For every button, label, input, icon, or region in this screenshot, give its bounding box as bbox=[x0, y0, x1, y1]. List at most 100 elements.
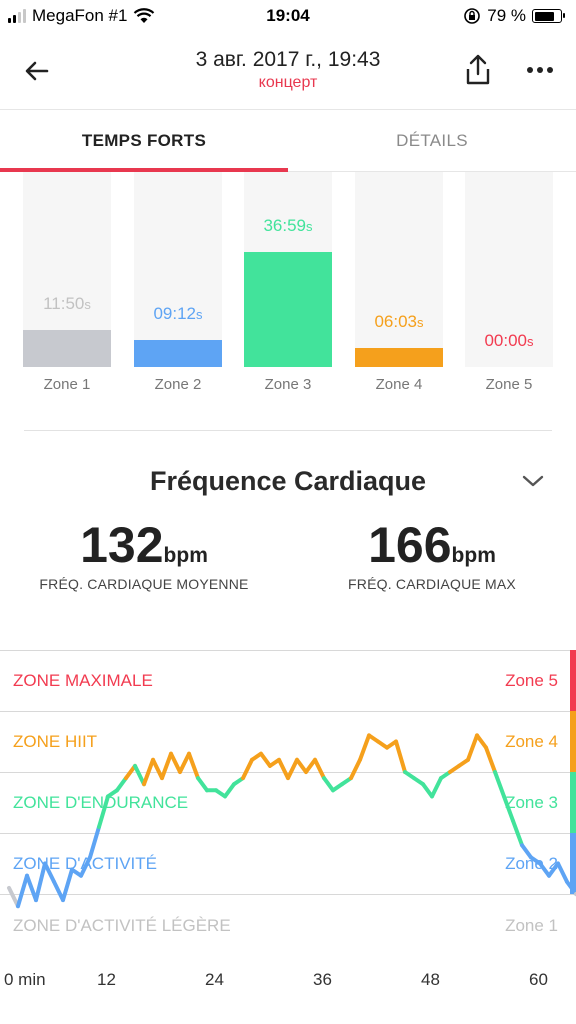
hr-segment-34 bbox=[313, 757, 326, 781]
zone-bar-2: 09:12s bbox=[134, 172, 222, 367]
max-heart-rate-label: FRÉQ. CARDIAQUE MAX bbox=[348, 576, 516, 592]
hr-segment-9 bbox=[88, 824, 101, 860]
hr-segment-46 bbox=[421, 782, 434, 799]
hr-segment-4 bbox=[43, 861, 56, 884]
hr-segment-18 bbox=[169, 751, 182, 774]
status-right: 79 % bbox=[463, 6, 565, 26]
hr-segment-57 bbox=[520, 843, 533, 860]
band-zone-3: Zone 3 bbox=[505, 793, 558, 812]
zone-bar-fill bbox=[23, 329, 111, 367]
status-bar: MegaFon #1 19:04 79 % bbox=[0, 0, 576, 34]
hr-segment-43 bbox=[394, 739, 407, 774]
zone-label-5: Zone 5 bbox=[485, 376, 533, 393]
band-label-zone-4: ZONE HIIT bbox=[13, 732, 98, 751]
hr-segment-6 bbox=[61, 867, 74, 903]
x-tick-48: 48 bbox=[421, 970, 440, 989]
band-zone-4: Zone 4 bbox=[505, 732, 558, 751]
status-time: 19:04 bbox=[266, 6, 310, 25]
hr-segment-52 bbox=[475, 733, 488, 750]
hr-segment-20 bbox=[187, 751, 200, 781]
hr-segment-59 bbox=[538, 861, 551, 878]
hr-segment-5 bbox=[52, 879, 65, 903]
hr-segment-14 bbox=[133, 763, 146, 787]
zone-time-value: 06:03s bbox=[374, 311, 424, 331]
zone-4-side-marker bbox=[570, 711, 576, 772]
zone-label-2: Zone 2 bbox=[154, 376, 202, 393]
tab-details[interactable]: DÉTAILS bbox=[396, 131, 468, 150]
hr-segment-8 bbox=[79, 855, 92, 878]
band-divider bbox=[0, 833, 576, 834]
hr-segment-51 bbox=[466, 733, 479, 762]
hr-segment-56 bbox=[511, 818, 524, 848]
zone-3-side-marker bbox=[570, 772, 576, 833]
hr-segment-35 bbox=[322, 776, 335, 793]
hr-segment-47 bbox=[430, 776, 443, 799]
zone-label-3: Zone 3 bbox=[264, 376, 312, 393]
back-arrow-icon[interactable] bbox=[20, 54, 54, 88]
zone-label-4: Zone 4 bbox=[375, 376, 423, 393]
hr-segment-39 bbox=[358, 733, 371, 762]
zone-bar-5: 00:00s bbox=[465, 172, 553, 367]
hr-segment-38 bbox=[349, 757, 362, 781]
hr-segment-17 bbox=[160, 751, 173, 781]
hr-segment-10 bbox=[97, 794, 110, 829]
zone-time-value: 09:12s bbox=[153, 303, 203, 323]
hr-segment-13 bbox=[124, 763, 137, 781]
max-heart-rate: 166bpm FRÉQ. CARDIAQUE MAX bbox=[288, 516, 576, 592]
activity-header: 3 авг. 2017 г., 19:43 концерт bbox=[0, 34, 576, 110]
band-divider bbox=[0, 650, 576, 651]
battery-percent: 79 % bbox=[487, 6, 526, 25]
avg-heart-rate-label: FRÉQ. CARDIAQUE MOYENNE bbox=[39, 576, 249, 592]
zone-5-side-marker bbox=[570, 650, 576, 711]
band-divider bbox=[0, 711, 576, 712]
x-tick-24: 24 bbox=[205, 970, 224, 989]
band-label-zone-5: ZONE MAXIMALE bbox=[13, 671, 153, 690]
zone-bar-4: 06:03s bbox=[355, 172, 443, 367]
hr-segment-3 bbox=[34, 861, 47, 903]
zone-bar-fill bbox=[355, 347, 443, 367]
band-divider bbox=[0, 772, 576, 773]
battery-icon bbox=[532, 9, 565, 23]
zone-2-side-marker bbox=[570, 833, 576, 894]
tab-temps-forts[interactable]: TEMPS FORTS bbox=[81, 131, 207, 150]
status-left: MegaFon #1 bbox=[8, 6, 155, 26]
tab-bar: TEMPS FORTS DÉTAILS bbox=[0, 110, 576, 172]
zone-time-value: 11:50s bbox=[43, 293, 91, 313]
avg-heart-rate: 132bpm FRÉQ. CARDIAQUE MOYENNE bbox=[0, 516, 288, 592]
heart-rate-curve bbox=[7, 733, 576, 909]
activity-date: 3 авг. 2017 г., 19:43 bbox=[195, 48, 381, 71]
activity-name: концерт bbox=[258, 74, 318, 91]
zone-time-value: 00:00s bbox=[484, 331, 534, 350]
active-tab-indicator bbox=[0, 168, 288, 172]
hr-segment-24 bbox=[223, 782, 236, 799]
hr-segment-12 bbox=[115, 776, 128, 793]
zone-bar-3: 36:59s bbox=[244, 172, 332, 367]
carrier-name: MegaFon #1 bbox=[32, 6, 128, 25]
orientation-lock-icon bbox=[464, 8, 481, 24]
zone-bar-1: 11:50s bbox=[23, 172, 111, 367]
hr-segment-54 bbox=[493, 770, 506, 799]
max-heart-rate-unit: bpm bbox=[451, 544, 496, 567]
band-divider bbox=[0, 894, 576, 895]
zone-time-value: 36:59s bbox=[263, 215, 313, 235]
hr-segment-62 bbox=[565, 879, 576, 896]
zone-time-bars: 11:50s 09:12s 36:59s 06:03s 00:00s Zone … bbox=[0, 172, 576, 402]
hr-segment-2 bbox=[25, 873, 38, 903]
chevron-down-icon[interactable] bbox=[520, 472, 546, 490]
section-divider bbox=[24, 430, 552, 431]
hr-segment-26 bbox=[241, 757, 254, 781]
band-zone-1: Zone 1 bbox=[505, 916, 558, 935]
heart-rate-zone-chart: ZONE MAXIMALE ZONE HIIT ZONE D'ENDURANCE… bbox=[0, 648, 576, 1024]
wifi-icon bbox=[134, 8, 155, 23]
share-icon[interactable] bbox=[460, 52, 496, 88]
max-heart-rate-value: 166 bbox=[368, 517, 452, 573]
hr-segment-0 bbox=[7, 885, 20, 909]
hr-segment-61 bbox=[556, 861, 569, 884]
x-tick-36: 36 bbox=[313, 970, 332, 989]
heart-rate-title: Fréquence Cardiaque bbox=[149, 466, 427, 496]
hr-segment-19 bbox=[178, 751, 191, 774]
zone-bar-fill bbox=[244, 251, 332, 367]
x-tick-60: 60 bbox=[529, 970, 548, 989]
more-options-icon[interactable] bbox=[522, 56, 558, 84]
band-label-zone-3: ZONE D'ENDURANCE bbox=[13, 793, 189, 812]
